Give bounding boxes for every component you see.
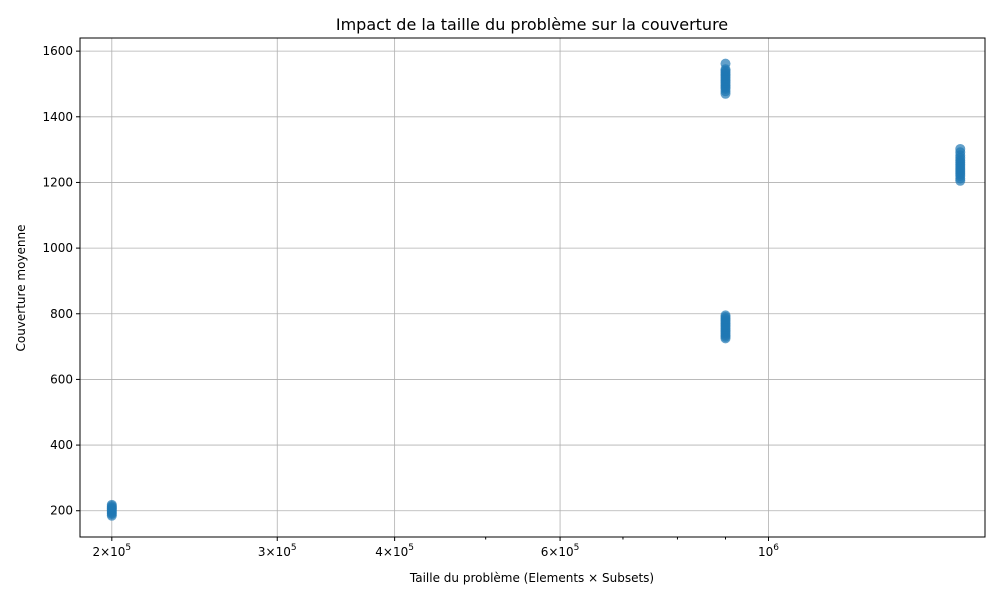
y-tick-label: 1000	[42, 241, 73, 255]
x-tick-label: 2×105	[92, 543, 131, 559]
y-tick-label: 200	[50, 504, 73, 518]
data-point	[106, 499, 117, 510]
x-tick-label: 106	[758, 543, 779, 559]
chart-title: Impact de la taille du problème sur la c…	[336, 15, 728, 34]
x-tick-label: 6×105	[541, 543, 580, 559]
y-tick-label: 400	[50, 438, 73, 452]
y-tick-label: 1200	[42, 175, 73, 189]
data-points	[106, 58, 966, 521]
axis-ticks: 200 400 600 800 1000 1200 1400 1600 2×105 3×105 4×…	[42, 44, 779, 559]
x-axis-label: Taille du problème (Elements × Subsets)	[409, 571, 654, 585]
data-point	[720, 310, 731, 321]
plot-frame	[79, 37, 986, 538]
y-tick-label: 800	[50, 307, 73, 321]
data-point	[720, 58, 731, 69]
data-point	[955, 143, 966, 154]
y-tick-label: 600	[50, 372, 73, 386]
y-axis-label: Couverture moyenne	[14, 224, 28, 351]
x-tick-label: 4×105	[375, 543, 414, 559]
grid	[80, 38, 985, 537]
y-tick-label: 1400	[42, 110, 73, 124]
x-tick-label: 3×105	[258, 543, 297, 559]
y-tick-label: 1600	[42, 44, 73, 58]
